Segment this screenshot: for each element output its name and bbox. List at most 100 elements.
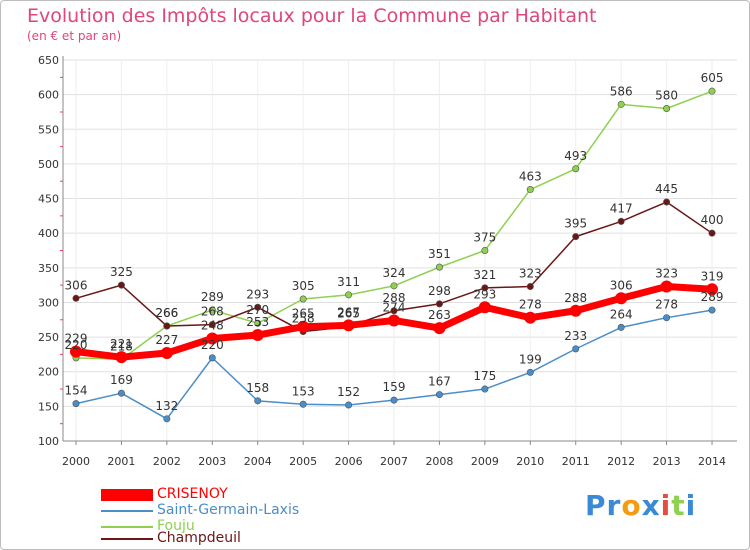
data-point <box>478 301 491 314</box>
x-tick-label: 2011 <box>562 455 590 468</box>
data-point <box>299 400 307 408</box>
data-point <box>435 300 443 308</box>
data-label: 323 <box>519 267 542 281</box>
data-label: 321 <box>473 268 496 282</box>
data-point <box>433 322 446 335</box>
data-label: 159 <box>383 380 406 394</box>
data-point <box>70 345 82 358</box>
y-tick-label: 250 <box>38 331 59 344</box>
y-tick-label: 600 <box>38 89 59 102</box>
x-tick-label: 2007 <box>380 455 408 468</box>
data-point <box>526 283 534 291</box>
data-label: 289 <box>701 290 724 304</box>
data-point <box>572 345 580 353</box>
data-label: 267 <box>337 305 360 319</box>
data-point <box>481 284 489 292</box>
data-label: 306 <box>65 278 88 292</box>
data-label: 263 <box>428 308 451 322</box>
data-point <box>163 322 171 330</box>
data-label: 158 <box>246 381 269 395</box>
data-point <box>115 351 128 364</box>
legend-label: Fouju <box>157 518 195 534</box>
data-point <box>706 283 719 296</box>
data-point <box>163 415 171 423</box>
x-tick-label: 2001 <box>107 455 135 468</box>
data-label: 233 <box>564 329 587 343</box>
data-point <box>390 282 398 290</box>
legend-swatch <box>101 510 153 512</box>
y-tick-label: 650 <box>38 54 59 67</box>
data-label: 266 <box>155 306 178 320</box>
data-label: 319 <box>701 269 724 283</box>
data-label: 218 <box>110 339 133 353</box>
logo-letter: x <box>641 489 661 522</box>
x-tick-label: 2004 <box>244 455 272 468</box>
data-label: 445 <box>655 182 678 196</box>
data-point <box>390 307 398 315</box>
x-tick-label: 2009 <box>471 455 499 468</box>
data-point <box>299 295 307 303</box>
data-point <box>526 368 534 376</box>
legend-swatch <box>101 538 153 540</box>
data-label: 264 <box>610 307 633 321</box>
data-label: 325 <box>110 265 133 279</box>
data-label: 248 <box>201 318 224 332</box>
data-label: 258 <box>292 312 315 326</box>
data-label: 323 <box>655 267 678 281</box>
chart-title: Evolution des Impôts locaux pour la Comm… <box>27 5 597 27</box>
y-tick-label: 450 <box>38 193 59 206</box>
data-point <box>617 323 625 331</box>
data-label: 288 <box>564 291 587 305</box>
data-point <box>663 198 671 206</box>
chart-subtitle: (en € et par an) <box>27 29 122 43</box>
data-label: 227 <box>155 333 178 347</box>
data-point <box>72 400 80 408</box>
data-label: 463 <box>519 170 542 184</box>
data-point <box>572 165 580 173</box>
data-label: 293 <box>246 287 269 301</box>
data-point <box>345 401 353 409</box>
x-tick-label: 2000 <box>62 455 90 468</box>
x-tick-label: 2012 <box>607 455 635 468</box>
data-point <box>660 280 673 293</box>
data-point <box>526 186 534 194</box>
y-tick-label: 200 <box>38 366 59 379</box>
data-label: 221 <box>110 337 133 351</box>
legend-swatch <box>101 526 153 528</box>
data-label: 175 <box>473 369 496 383</box>
data-point <box>72 294 80 302</box>
data-point <box>663 104 671 112</box>
data-label: 265 <box>337 307 360 321</box>
data-label: 305 <box>292 279 315 293</box>
data-point <box>390 396 398 404</box>
data-point <box>117 389 125 397</box>
data-point <box>708 229 716 237</box>
data-label: 278 <box>655 298 678 312</box>
data-point <box>481 247 489 255</box>
data-label: 289 <box>201 290 224 304</box>
data-point <box>254 303 262 311</box>
y-tick-label: 550 <box>38 123 59 136</box>
data-point <box>708 306 716 314</box>
data-label: 220 <box>201 338 224 352</box>
data-point <box>435 391 443 399</box>
data-label: 154 <box>65 384 88 398</box>
data-label: 268 <box>201 305 224 319</box>
logo-letter: i <box>660 489 672 522</box>
data-label: 169 <box>110 373 133 387</box>
data-label: 132 <box>155 399 178 413</box>
data-label: 605 <box>701 71 724 85</box>
data-point <box>160 347 173 360</box>
data-label: 153 <box>292 384 315 398</box>
data-point <box>208 354 216 362</box>
proxiti-logo: Proxiti <box>585 489 696 522</box>
y-tick-label: 150 <box>38 400 59 413</box>
data-label: 288 <box>383 291 406 305</box>
data-point <box>297 320 310 333</box>
logo-letter: t <box>671 489 686 522</box>
data-label: 266 <box>155 306 178 320</box>
data-point <box>388 314 401 327</box>
data-point <box>708 87 716 95</box>
x-tick-label: 2013 <box>653 455 681 468</box>
